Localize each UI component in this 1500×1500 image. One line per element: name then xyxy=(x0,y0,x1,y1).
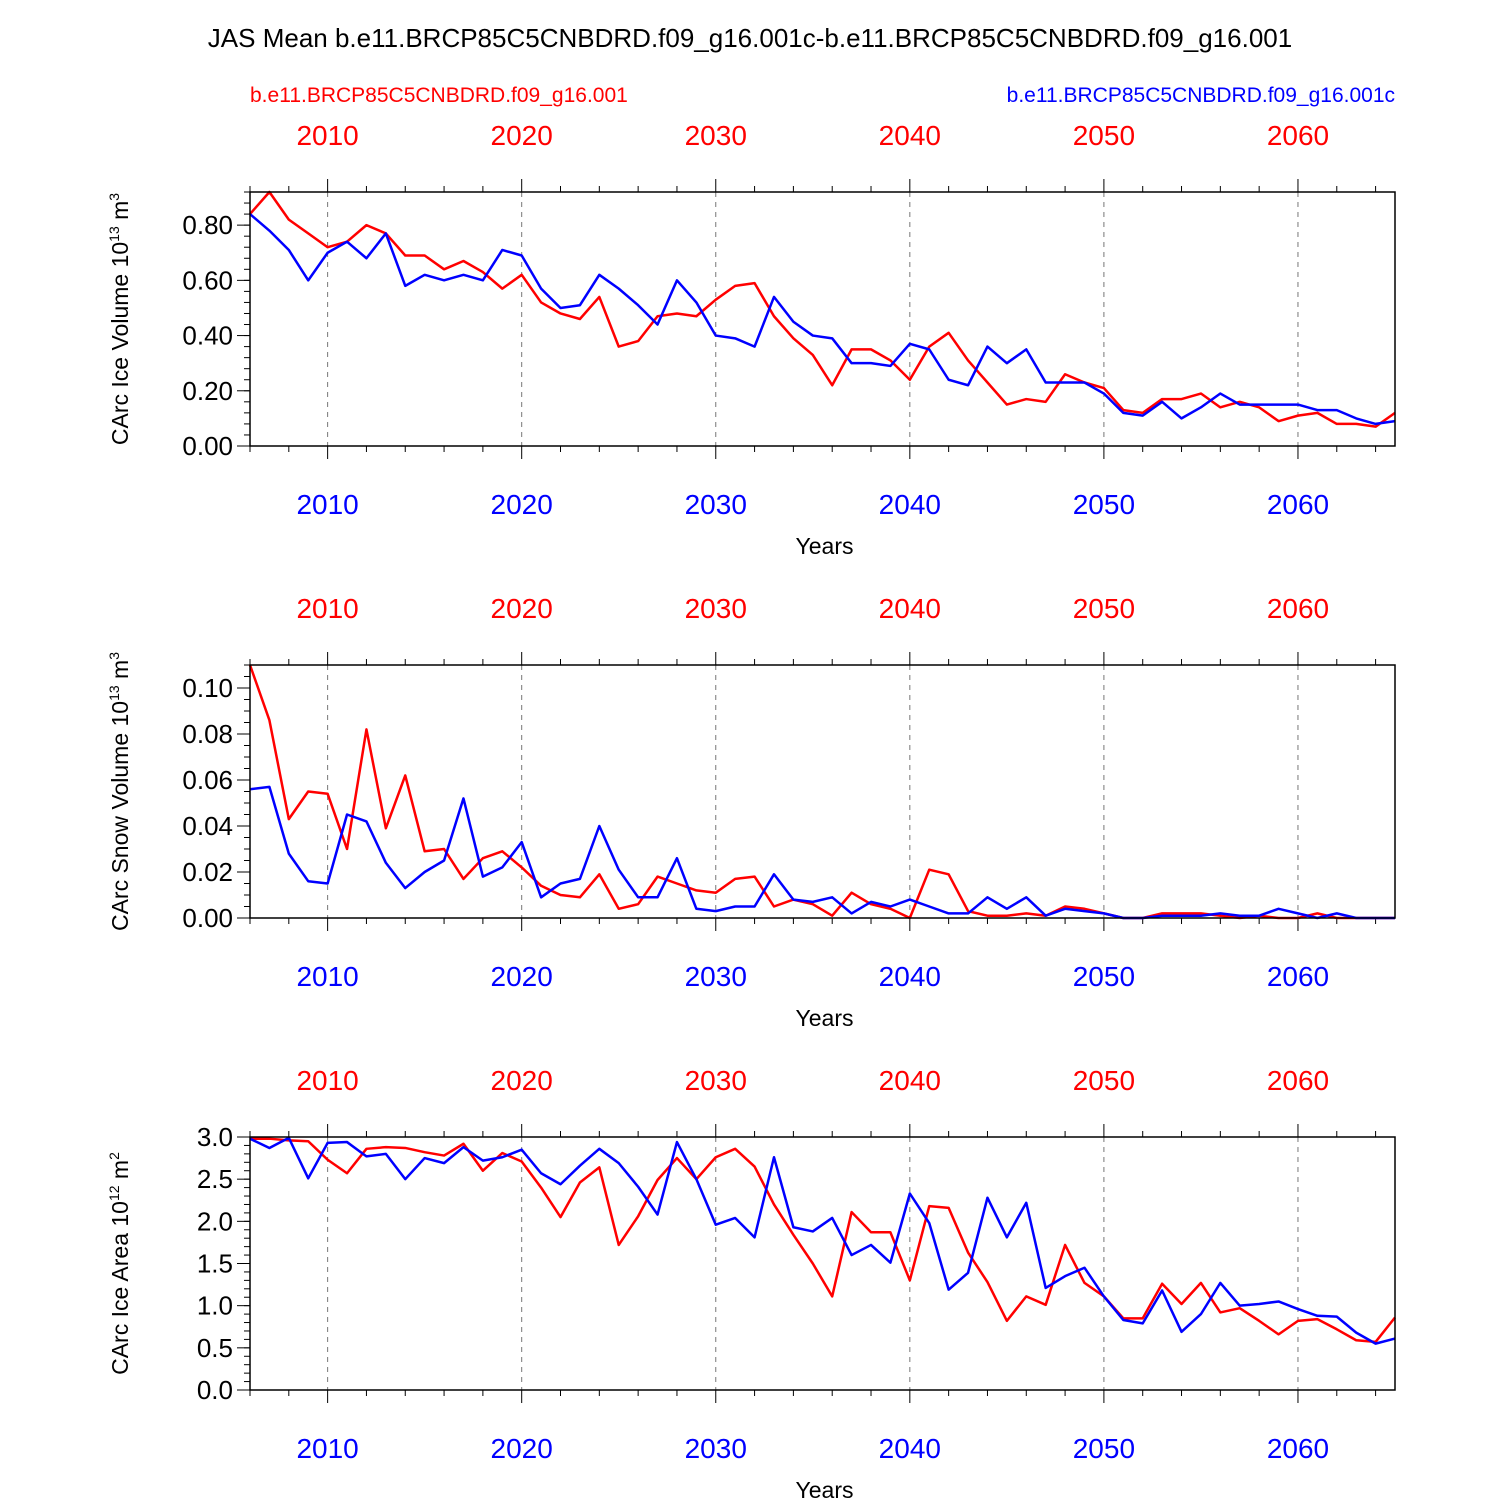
y-axis-label-main: CArc Ice Area 10 xyxy=(107,1201,133,1375)
snow-volume-panel: 2010 2020 2030 2040 2050 2060 2010 2020 2030 2040… xyxy=(106,593,1396,1031)
bottom-xtick-label-2020: 2020 xyxy=(491,961,553,992)
ytick-label-0-80: 0.80 xyxy=(182,210,233,240)
top-xtick-label-2060: 2060 xyxy=(1267,120,1329,151)
ice-volume-panel: 2010 2020 2030 2040 2050 2060 2010 2020 2030 2040… xyxy=(106,120,1396,559)
y-axis-label: CArc Ice Area 1012 m2 xyxy=(106,1152,133,1375)
y-axis-label-unit-exponent: 2 xyxy=(106,1152,122,1160)
y-axis-label-main: CArc Ice Volume 10 xyxy=(107,242,133,445)
top-xtick-label-2020: 2020 xyxy=(491,593,553,624)
bottom-xtick-label-2040: 2040 xyxy=(879,961,941,992)
y-axis-label: CArc Ice Volume 1013 m3 xyxy=(106,193,133,445)
series-line-blue xyxy=(249,1136,1396,1345)
y-axis-label-main: CArc Snow Volume 10 xyxy=(107,701,133,931)
bottom-xtick-label-2040: 2040 xyxy=(879,1433,941,1464)
ytick-label-0-08: 0.08 xyxy=(182,719,233,749)
series-line-red xyxy=(250,1137,1396,1344)
top-xtick-label-2010: 2010 xyxy=(296,120,358,151)
ytick-label-0-10: 0.10 xyxy=(182,673,233,703)
ytick-label-0-60: 0.60 xyxy=(182,265,233,295)
ytick-label-0-5: 0.5 xyxy=(197,1333,233,1363)
bottom-xtick-label-2030: 2030 xyxy=(685,961,747,992)
bottom-xtick-label-2010: 2010 xyxy=(296,489,358,520)
bottom-xtick-label-2060: 2060 xyxy=(1267,1433,1329,1464)
y-axis-label-exponent: 13 xyxy=(106,685,122,701)
series-line-blue xyxy=(249,213,1396,426)
top-xtick-label-2050: 2050 xyxy=(1073,1065,1135,1096)
bottom-xtick-label-2060: 2060 xyxy=(1267,489,1329,520)
y-axis-label-exponent: 12 xyxy=(106,1185,122,1201)
top-xtick-label-2040: 2040 xyxy=(879,1065,941,1096)
series-line-blue xyxy=(249,785,1395,920)
y-axis-label-unit-exponent: 3 xyxy=(106,193,122,201)
legend-red-label: b.e11.BRCP85C5CNBDRD.f09_g16.001 xyxy=(250,84,628,107)
ytick-label-2-5: 2.5 xyxy=(197,1164,233,1194)
series-line-red xyxy=(249,190,1396,428)
top-xtick-label-2030: 2030 xyxy=(685,120,747,151)
ytick-label-2-0: 2.0 xyxy=(197,1206,233,1236)
bottom-xtick-label-2010: 2010 xyxy=(296,1433,358,1464)
bottom-xtick-label-2030: 2030 xyxy=(685,489,747,520)
top-xtick-label-2050: 2050 xyxy=(1073,120,1135,151)
plot-frame xyxy=(249,1136,1396,1391)
y-axis-label-exponent: 13 xyxy=(106,226,122,242)
bottom-xtick-label-2020: 2020 xyxy=(491,1433,553,1464)
top-xtick-label-2010: 2010 xyxy=(296,1065,358,1096)
x-axis-label: Years xyxy=(796,1005,854,1031)
ytick-label-0-00: 0.00 xyxy=(182,431,233,461)
bottom-xtick-label-2010: 2010 xyxy=(296,961,358,992)
bottom-xtick-label-2050: 2050 xyxy=(1073,489,1135,520)
top-xtick-label-2030: 2030 xyxy=(685,593,747,624)
ytick-label-0-02: 0.02 xyxy=(182,857,233,887)
x-axis-label: Years xyxy=(796,1477,854,1500)
chart-title: JAS Mean b.e11.BRCP85C5CNBDRD.f09_g16.00… xyxy=(208,23,1292,53)
ytick-label-0-0: 0.0 xyxy=(197,1375,233,1405)
top-xtick-label-2060: 2060 xyxy=(1267,1065,1329,1096)
y-axis-label-unit-exponent: 3 xyxy=(106,652,122,660)
bottom-xtick-label-2020: 2020 xyxy=(491,489,553,520)
ytick-label-0-40: 0.40 xyxy=(182,321,233,351)
top-xtick-label-2030: 2030 xyxy=(685,1065,747,1096)
bottom-xtick-label-2050: 2050 xyxy=(1073,961,1135,992)
ice-area-panel: 2010 2020 2030 2040 2050 2060 2010 2020 2030 2040… xyxy=(106,1065,1396,1500)
y-axis-label-unit: m xyxy=(107,201,133,227)
ytick-label-0-04: 0.04 xyxy=(182,811,233,841)
top-xtick-label-2020: 2020 xyxy=(491,1065,553,1096)
ytick-label-0-00: 0.00 xyxy=(182,903,233,933)
bottom-xtick-label-2050: 2050 xyxy=(1073,1433,1135,1464)
ytick-label-0-06: 0.06 xyxy=(182,765,233,795)
y-axis-label-unit: m xyxy=(107,1160,133,1186)
ytick-label-1-5: 1.5 xyxy=(197,1249,233,1279)
top-xtick-label-2040: 2040 xyxy=(879,593,941,624)
bottom-xtick-label-2030: 2030 xyxy=(685,1433,747,1464)
bottom-xtick-label-2060: 2060 xyxy=(1267,961,1329,992)
series-line-red xyxy=(248,664,1395,920)
top-xtick-label-2020: 2020 xyxy=(491,120,553,151)
x-axis-label: Years xyxy=(796,533,854,559)
top-xtick-label-2010: 2010 xyxy=(296,593,358,624)
top-xtick-label-2060: 2060 xyxy=(1267,593,1329,624)
bottom-xtick-label-2040: 2040 xyxy=(879,489,941,520)
ytick-label-3-0: 3.0 xyxy=(197,1122,233,1152)
ytick-label-1-0: 1.0 xyxy=(197,1291,233,1321)
y-axis-label-unit: m xyxy=(107,660,133,686)
y-axis-label: CArc Snow Volume 1013 m3 xyxy=(106,652,133,931)
plot-frame xyxy=(249,191,1396,447)
legend-blue-label: b.e11.BRCP85C5CNBDRD.f09_g16.001c xyxy=(1007,84,1395,107)
top-xtick-label-2040: 2040 xyxy=(879,120,941,151)
top-xtick-label-2050: 2050 xyxy=(1073,593,1135,624)
ytick-label-0-20: 0.20 xyxy=(182,376,233,406)
plot-frame xyxy=(249,664,1396,919)
